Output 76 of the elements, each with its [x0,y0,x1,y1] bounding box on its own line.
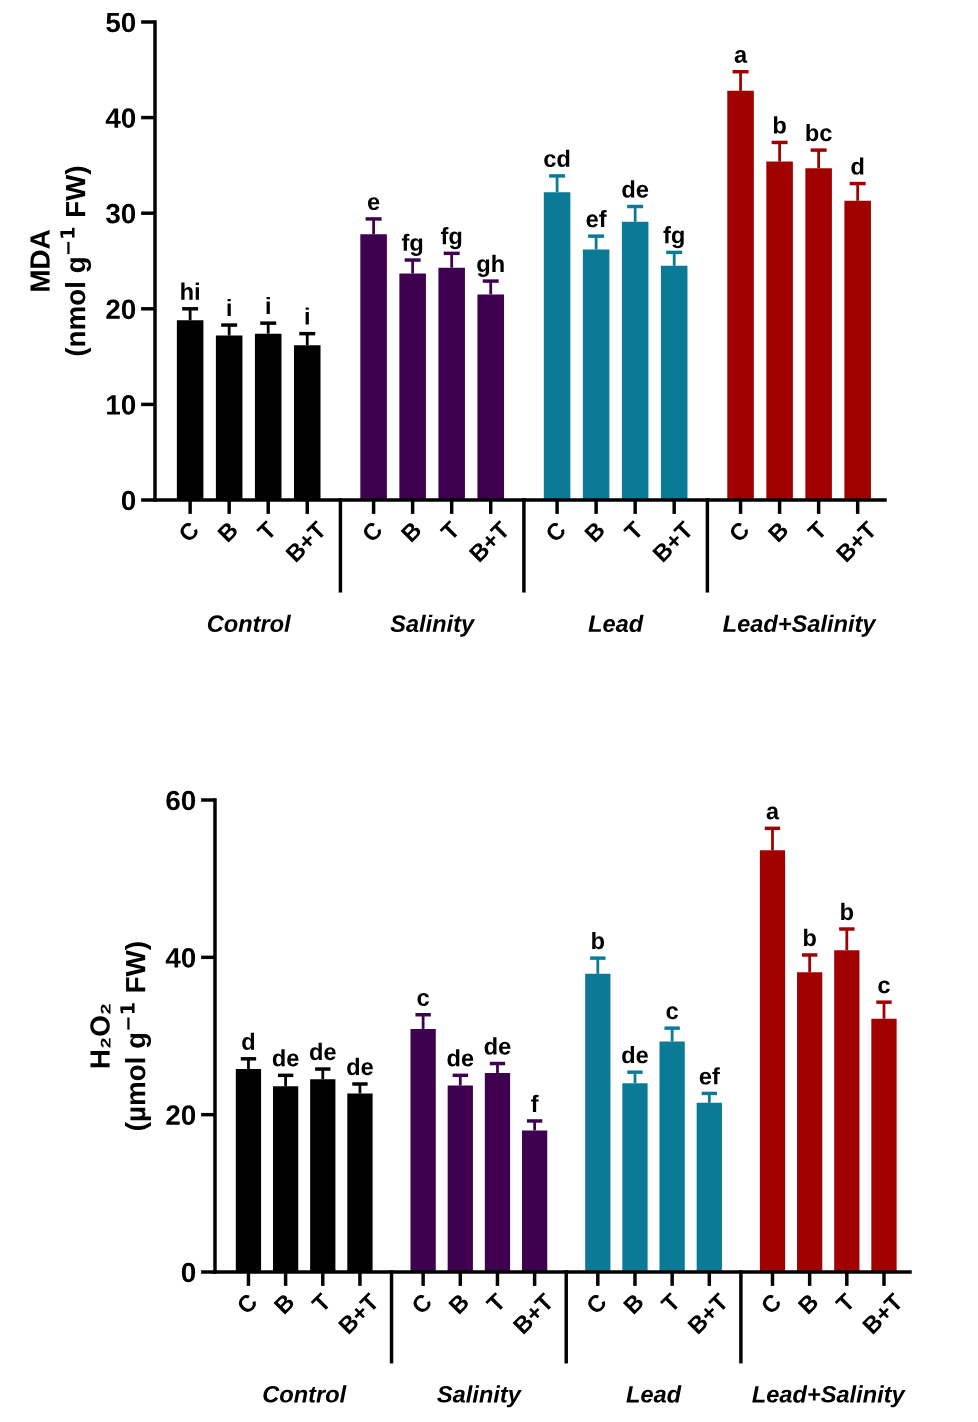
data-label: ef [699,1067,720,1085]
data-label: i [266,296,270,315]
x-tick-label: C [544,520,568,544]
x-tick-label: B [622,1292,645,1315]
data-label: c [417,992,429,1006]
data-label: de [622,1046,648,1064]
x-tick-label: T [834,1292,857,1314]
x-tick-label: T [256,520,278,542]
text: Lead+Salinity [723,614,877,637]
y-tick-label: 0 [121,490,136,511]
x-tick-label: T [485,1292,507,1314]
data-label: c [666,1006,679,1020]
y-tick-label: 40 [105,108,136,128]
data-label: de [622,180,649,198]
text: Lead [588,614,644,633]
text: Lead [626,1385,682,1403]
data-label: i [305,307,309,325]
x-tick-label: B [448,1292,470,1315]
data-label: de [309,1042,336,1061]
data-label: b [592,931,605,950]
x-tick-label: B [217,520,239,543]
x-tick-label: C [410,1292,434,1316]
data-label: hi [181,282,199,300]
y-tick-label: 30 [105,203,136,224]
data-label: e [367,197,380,211]
data-label: de [272,1049,299,1067]
x-tick-label: C [177,520,201,544]
data-label: b [804,928,816,947]
x-tick-label: B [767,520,790,543]
y-tick-label: 40 [165,948,196,968]
y-axis-title: MDA (nmol g$^{−1}$ FW) [30,166,92,356]
text: Control [263,1385,347,1403]
data-label: i [227,298,231,316]
data-label: a [766,806,780,820]
text: Salinity [390,614,476,637]
text: Salinity [437,1385,522,1408]
text: Lead+Salinity [752,1385,906,1408]
data-label: b [841,902,854,921]
y-tick-label: 20 [106,299,136,320]
y-tick-label: 0 [181,1262,196,1283]
data-label: de [484,1037,511,1055]
x-tick-label: B [584,520,606,543]
x-tick-label: C [360,520,384,544]
x-tick-label: B [273,1292,296,1315]
y-tick-label: 20 [166,1105,196,1126]
data-label: cd [544,149,570,168]
data-label: fg [401,233,423,256]
y-tick-label: 60 [166,790,196,811]
x-tick-label: T [806,520,828,542]
data-label: fg [440,227,462,250]
x-tick-label: C [727,520,751,544]
y-tick-label: 50 [106,12,136,33]
x-tick-label: C [759,1292,783,1316]
data-label: gh [477,254,504,277]
data-label: d [242,1032,255,1050]
y-axis-title: H₂O₂ (µmol g$^{−1}$ FW) [90,942,152,1130]
data-label: bc [806,123,832,142]
x-tick-label: T [310,1292,333,1314]
text: Control [207,614,292,633]
x-tick-label: C [235,1292,259,1316]
data-label: b [773,116,786,134]
x-tick-label: B [797,1292,820,1315]
data-label: de [447,1049,474,1067]
data-label: c [878,980,890,994]
data-label: ef [586,209,607,228]
x-tick-label: T [623,520,645,542]
x-tick-label: C [585,1292,608,1316]
x-tick-label: T [439,520,461,542]
x-tick-label: T [660,1292,682,1314]
data-label: f [531,1094,539,1112]
y-tick-label: 10 [107,395,136,415]
data-label: a [734,49,748,63]
data-label: fg [663,226,684,249]
x-tick-label: B [400,520,423,543]
data-label: de [347,1057,373,1076]
data-label: d [851,157,864,175]
